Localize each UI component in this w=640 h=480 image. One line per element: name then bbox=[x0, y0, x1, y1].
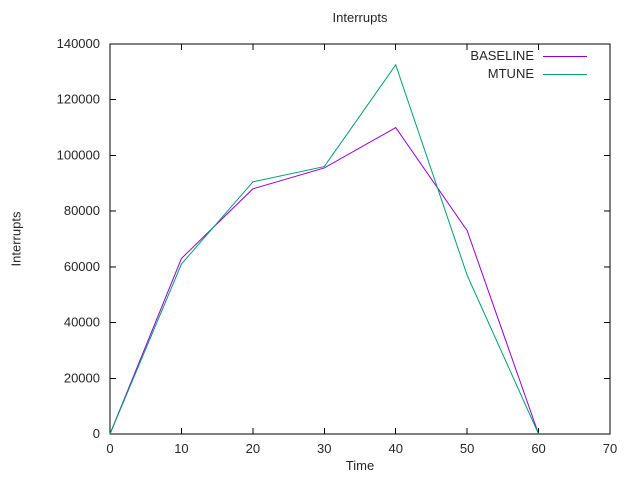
legend-label: BASELINE bbox=[470, 48, 534, 63]
x-tick-label: 40 bbox=[388, 441, 402, 456]
y-tick-label: 40000 bbox=[64, 315, 100, 330]
legend-key-line bbox=[543, 73, 587, 75]
y-tick-label: 100000 bbox=[57, 147, 100, 162]
legend-key-line bbox=[543, 55, 587, 57]
y-tick-label: 140000 bbox=[57, 36, 100, 51]
x-tick-label: 20 bbox=[246, 441, 260, 456]
series-line-mtune bbox=[109, 63, 540, 435]
y-axis-label: Interrupts bbox=[8, 211, 24, 267]
x-tick-label: 30 bbox=[317, 441, 331, 456]
y-tick-label: 80000 bbox=[64, 203, 100, 218]
x-tick-label: 50 bbox=[460, 441, 474, 456]
legend-entry-mtune: MTUNE bbox=[470, 65, 587, 83]
y-tick-label: 60000 bbox=[64, 259, 100, 274]
series-line-baseline bbox=[109, 126, 540, 435]
y-tick-label: 0 bbox=[93, 426, 100, 441]
legend-label: MTUNE bbox=[487, 66, 534, 81]
legend: BASELINE MTUNE bbox=[470, 47, 587, 83]
x-tick-label: 10 bbox=[174, 441, 188, 456]
legend-entry-baseline: BASELINE bbox=[470, 47, 587, 65]
y-tick-label: 20000 bbox=[64, 370, 100, 385]
x-axis-label: Time bbox=[345, 458, 375, 473]
chart-title: Interrupts bbox=[332, 10, 388, 25]
y-tick-label: 120000 bbox=[57, 92, 100, 107]
plot-border bbox=[109, 43, 611, 435]
x-tick-label: 60 bbox=[531, 441, 545, 456]
x-tick-label: 70 bbox=[603, 441, 617, 456]
x-tick-label: 0 bbox=[106, 441, 113, 456]
